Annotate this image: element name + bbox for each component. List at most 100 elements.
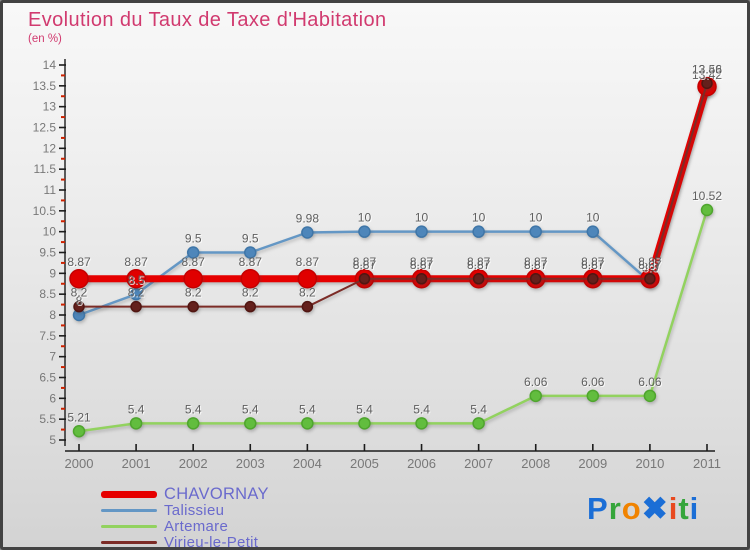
value-label-artemare: 5.21 (67, 410, 91, 424)
data-point-artemare (415, 417, 428, 430)
logo-letter: i (689, 491, 700, 526)
logo-letter: o (621, 491, 642, 526)
y-tick-label: 11 (44, 183, 57, 197)
value-label-chavornay: 8.87 (67, 255, 91, 269)
value-label-virieu-le-petit: 8.87 (353, 258, 377, 272)
data-point-talissieu (358, 225, 371, 238)
legend-item-talissieu: Talissieu (101, 501, 269, 519)
logo-letter: ✖ (641, 491, 669, 526)
data-point-chavornay (126, 269, 146, 289)
y-tick-label: 9 (49, 266, 56, 280)
value-label-chavornay: 8.87 (467, 255, 491, 269)
data-point-virieu-le-petit (701, 77, 713, 90)
value-label-talissieu: 10 (358, 211, 372, 225)
value-label-talissieu: 10 (415, 211, 429, 225)
value-label-talissieu: 8.5 (128, 273, 145, 287)
value-label-talissieu: 9.5 (185, 232, 202, 246)
legend-swatch-chavornay (101, 490, 157, 498)
data-point-virieu-le-petit (472, 273, 485, 285)
value-label-talissieu: 10 (472, 211, 486, 225)
x-tick-label: 2009 (578, 456, 607, 471)
data-point-artemare (700, 203, 714, 217)
value-label-virieu-le-petit: 8.2 (299, 286, 316, 300)
legend-label: Talissieu (164, 501, 225, 519)
y-tick-label: 12.5 (33, 121, 57, 135)
value-label-talissieu: 8 (76, 294, 83, 308)
data-point-virieu-le-petit (244, 300, 257, 313)
data-point-talissieu (586, 225, 600, 238)
y-tick-label: 6 (49, 391, 56, 405)
value-label-virieu-le-petit: 8.87 (581, 258, 605, 272)
value-label-chavornay: 8.87 (410, 255, 434, 269)
y-tick-label: 5.5 (39, 412, 56, 426)
proxiti-logo: Pro✖iti (587, 491, 699, 527)
legend-label: Virieu-le-Petit (164, 533, 259, 550)
value-label-chavornay: 8.87 (524, 255, 548, 269)
data-point-artemare (72, 425, 86, 438)
value-label-chavornay: 13.48 (692, 63, 722, 77)
value-label-talissieu: 9.98 (296, 212, 320, 226)
x-tick-label: 2000 (65, 456, 94, 471)
data-point-talissieu (301, 226, 314, 239)
data-point-virieu-le-petit (301, 300, 314, 313)
value-label-virieu-le-petit: 8.87 (524, 258, 548, 272)
value-label-artemare: 5.4 (128, 402, 145, 416)
y-tick-label: 6.5 (39, 371, 56, 385)
y-tick-label: 12 (43, 141, 57, 155)
legend-item-chavornay: CHAVORNAY (101, 485, 269, 503)
value-label-artemare: 6.06 (638, 375, 662, 389)
data-point-chavornay (183, 269, 203, 289)
data-point-virieu-le-petit (187, 300, 199, 313)
data-point-talissieu (529, 225, 542, 238)
x-tick-label: 2004 (293, 456, 322, 471)
x-tick-label: 2002 (179, 456, 208, 471)
y-tick-label: 13 (43, 100, 57, 114)
y-tick-label: 10 (43, 225, 57, 239)
value-label-artemare: 5.4 (299, 402, 316, 416)
data-point-talissieu (415, 225, 428, 238)
value-label-artemare: 6.06 (581, 375, 605, 389)
chart-legend: CHAVORNAY Talissieu Artemare Virieu-le-Peti… (101, 485, 269, 550)
data-point-artemare (358, 417, 371, 430)
value-label-virieu-le-petit: 8.2 (242, 286, 259, 300)
data-point-virieu-le-petit (73, 300, 85, 313)
value-label-talissieu: 10 (529, 211, 543, 225)
chart-subtitle: (en %) (28, 33, 62, 45)
data-point-chavornay (69, 269, 89, 289)
series-line-virieu-le-petit (78, 82, 708, 308)
y-tick-label: 10.5 (33, 204, 57, 218)
value-label-talissieu: 10 (586, 211, 600, 225)
series-line-talissieu (77, 87, 709, 317)
data-point-artemare (301, 417, 314, 430)
logo-letter: r (608, 491, 622, 526)
legend-swatch-talissieu (101, 508, 157, 512)
x-tick-label: 2005 (350, 456, 379, 471)
data-point-talissieu (129, 287, 143, 301)
value-label-artemare: 5.4 (185, 402, 202, 416)
logo-letter: i (668, 491, 679, 526)
legend-swatch-artemare (101, 524, 157, 528)
chart-header: Evolution du Taux de Taxe d'Habitation (… (28, 9, 387, 45)
value-label-talissieu: 8.8 (642, 261, 659, 275)
value-label-chavornay: 8.87 (581, 255, 605, 269)
logo-letter: P (587, 491, 609, 526)
x-tick-label: 2008 (521, 456, 550, 471)
value-label-virieu-le-petit: 8.2 (185, 286, 202, 300)
data-point-chavornay (297, 269, 318, 289)
y-tick-label: 5 (49, 433, 56, 447)
y-tick-label: 11.5 (34, 162, 57, 176)
x-tick-label: 2007 (464, 456, 493, 471)
x-tick-label: 2006 (407, 456, 436, 471)
data-point-virieu-le-petit (130, 300, 142, 313)
legend-item-virieu-le-petit: Virieu-le-Petit (101, 533, 269, 550)
value-label-talissieu: 9.5 (242, 232, 259, 246)
logo-letter: t (678, 491, 690, 526)
value-label-artemare: 10.52 (692, 189, 722, 203)
y-tick-label: 9.5 (39, 246, 56, 260)
value-label-artemare: 5.4 (413, 402, 430, 416)
value-label-artemare: 6.06 (524, 375, 548, 389)
y-tick-label: 8.5 (39, 287, 56, 301)
data-point-talissieu (472, 225, 485, 238)
value-label-artemare: 5.4 (356, 402, 373, 416)
data-point-artemare (244, 417, 257, 430)
